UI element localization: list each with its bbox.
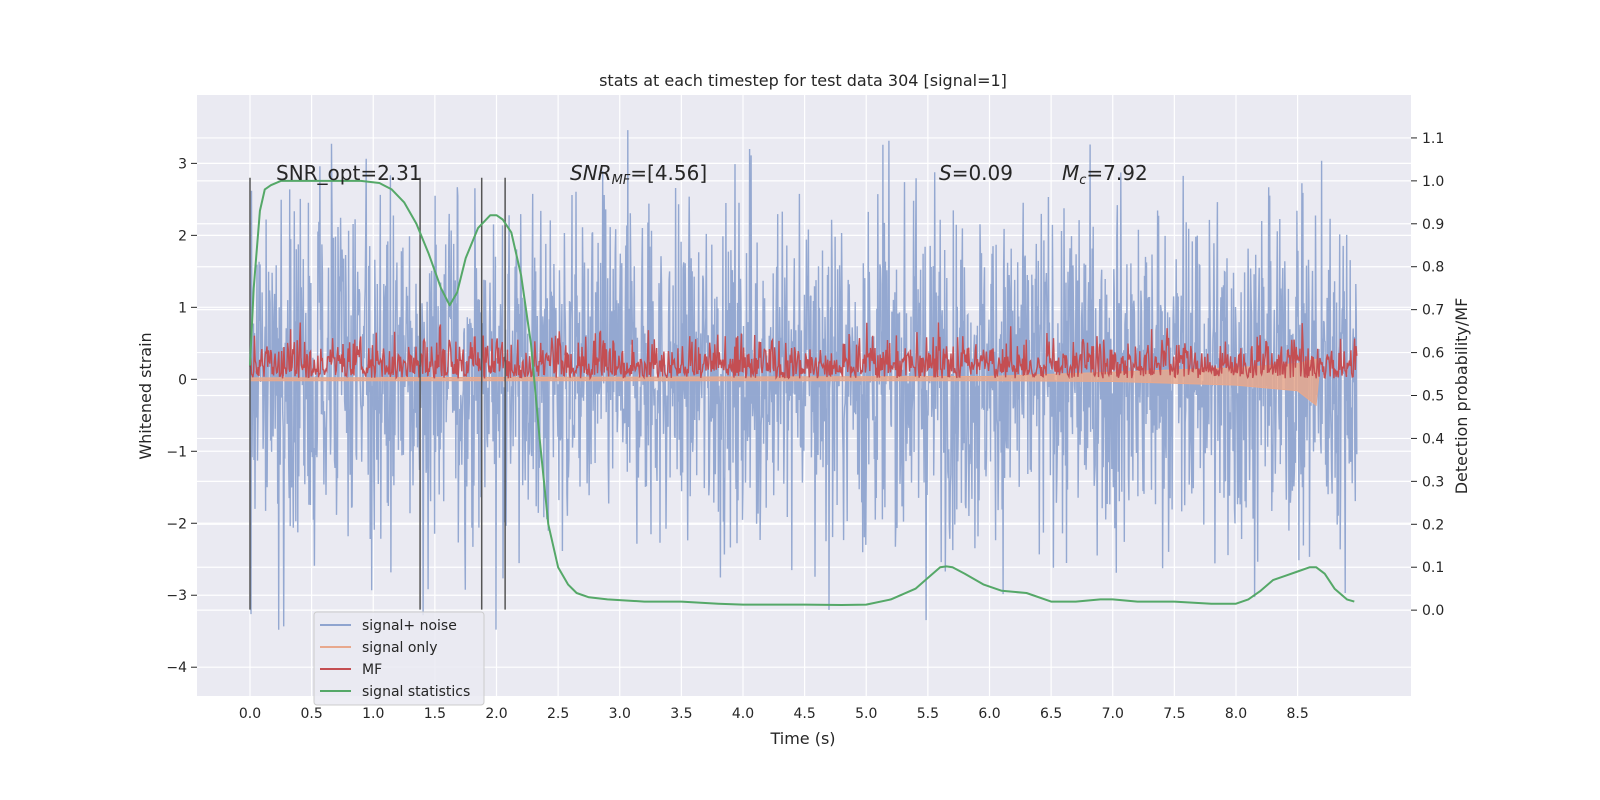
x-tick-label: 4.5 [793, 706, 815, 722]
x-tick-label: 6.5 [1040, 706, 1062, 722]
x-tick-label: 7.5 [1163, 706, 1185, 722]
y-right-tick-label: 0.3 [1422, 474, 1444, 490]
y-right-tick-label: 0.0 [1422, 603, 1444, 619]
x-tick-label: 0.5 [300, 706, 322, 722]
annotation-snr-opt: SNR_opt=2.31 [276, 161, 422, 185]
y-tick-label: −1 [166, 444, 187, 460]
y-right-tick-label: 0.8 [1422, 260, 1444, 276]
annotation-snr-mf-sub: MF [612, 173, 631, 188]
y-tick-label: −3 [166, 588, 187, 604]
y-right-tick-label: 1.0 [1422, 174, 1444, 190]
legend-label-signal-plus-noise: signal+ noise [362, 618, 457, 634]
y-right-tick-label: 0.5 [1422, 389, 1444, 405]
y-right-tick-label: 0.7 [1422, 303, 1444, 319]
x-tick-label: 2.5 [547, 706, 569, 722]
annotation-mc-base: M [1062, 161, 1079, 185]
x-tick-label: 6.0 [978, 706, 1000, 722]
y-axis-label: Whitened strain [136, 332, 155, 459]
signal-plus-noise-line [249, 130, 1358, 630]
signal-statistics-line [249, 179, 1355, 606]
annotation-s-base: S [939, 161, 952, 185]
annotation-s: S=0.09 [939, 161, 1013, 185]
x-tick-label: 4.0 [732, 706, 754, 722]
annotation-snr-mf-value: =[4.56] [630, 161, 707, 185]
x-tick-label: 3.5 [670, 706, 692, 722]
x-tick-label: 2.0 [485, 706, 507, 722]
y-tick-label: −2 [166, 516, 187, 532]
annotation-mc-value: =7.92 [1086, 161, 1147, 185]
x-tick-label: 3.0 [609, 706, 631, 722]
annotation-snr-mf-base: SNR [570, 161, 612, 185]
y-tick-label: −4 [166, 660, 187, 676]
x-tick-label: 1.5 [424, 706, 446, 722]
x-tick-label: 1.0 [362, 706, 384, 722]
annotation-mc: Mc=7.92 [1062, 161, 1148, 188]
y-right-axis-ticks: 0.0 0.1 0.2 0.3 0.4 0.5 0.6 0.7 0.8 0.9 1.0 1.1 [1411, 131, 1444, 619]
y-right-tick-label: 0.6 [1422, 346, 1444, 362]
series-signal-plus-noise [249, 130, 1358, 630]
legend: signal+ noise signal only MF signal stat… [313, 611, 485, 706]
x-tick-label: 8.5 [1286, 706, 1308, 722]
x-tick-label: 5.0 [855, 706, 877, 722]
annotation-s-value: =0.09 [952, 161, 1013, 185]
x-axis-label: Time (s) [769, 729, 835, 748]
legend-label-signal-only: signal only [362, 640, 437, 656]
mf-line [249, 322, 1358, 381]
x-tick-label: 5.5 [917, 706, 939, 722]
y-tick-label: 3 [178, 156, 187, 172]
series-mf [249, 322, 1358, 381]
series-signal-statistics [249, 179, 1355, 606]
x-tick-label: 7.0 [1102, 706, 1124, 722]
y-right-tick-label: 0.4 [1422, 431, 1444, 447]
legend-label-signal-statistics: signal statistics [362, 684, 470, 700]
y-axis-ticks: −4 −3 −2 −1 0 1 2 3 [166, 156, 197, 676]
y-right-tick-label: 0.1 [1422, 560, 1444, 576]
y-tick-label: 2 [178, 228, 187, 244]
y-tick-label: 0 [178, 372, 187, 388]
y-right-axis-label: Detection probability/MF [1452, 298, 1471, 495]
x-tick-label: 8.0 [1225, 706, 1247, 722]
y-right-tick-label: 1.1 [1422, 131, 1444, 147]
y-right-tick-label: 0.9 [1422, 217, 1444, 233]
x-axis-ticks: 0.0 0.5 1.0 1.5 2.0 2.5 3.0 3.5 4.0 4.5 5.0 5.5 6.0 6… [239, 706, 1309, 722]
annotation-snr-mf: SNRMF=[4.56] [570, 161, 707, 188]
x-tick-label: 0.0 [239, 706, 261, 722]
y-right-tick-label: 0.2 [1422, 517, 1444, 533]
legend-box [313, 611, 485, 706]
vertical-markers [249, 177, 506, 610]
annotation-mc-sub: c [1079, 173, 1086, 188]
legend-label-mf: MF [362, 662, 382, 678]
y-tick-label: 1 [178, 300, 187, 316]
chart-title: stats at each timestep for test data 304… [599, 71, 1007, 90]
